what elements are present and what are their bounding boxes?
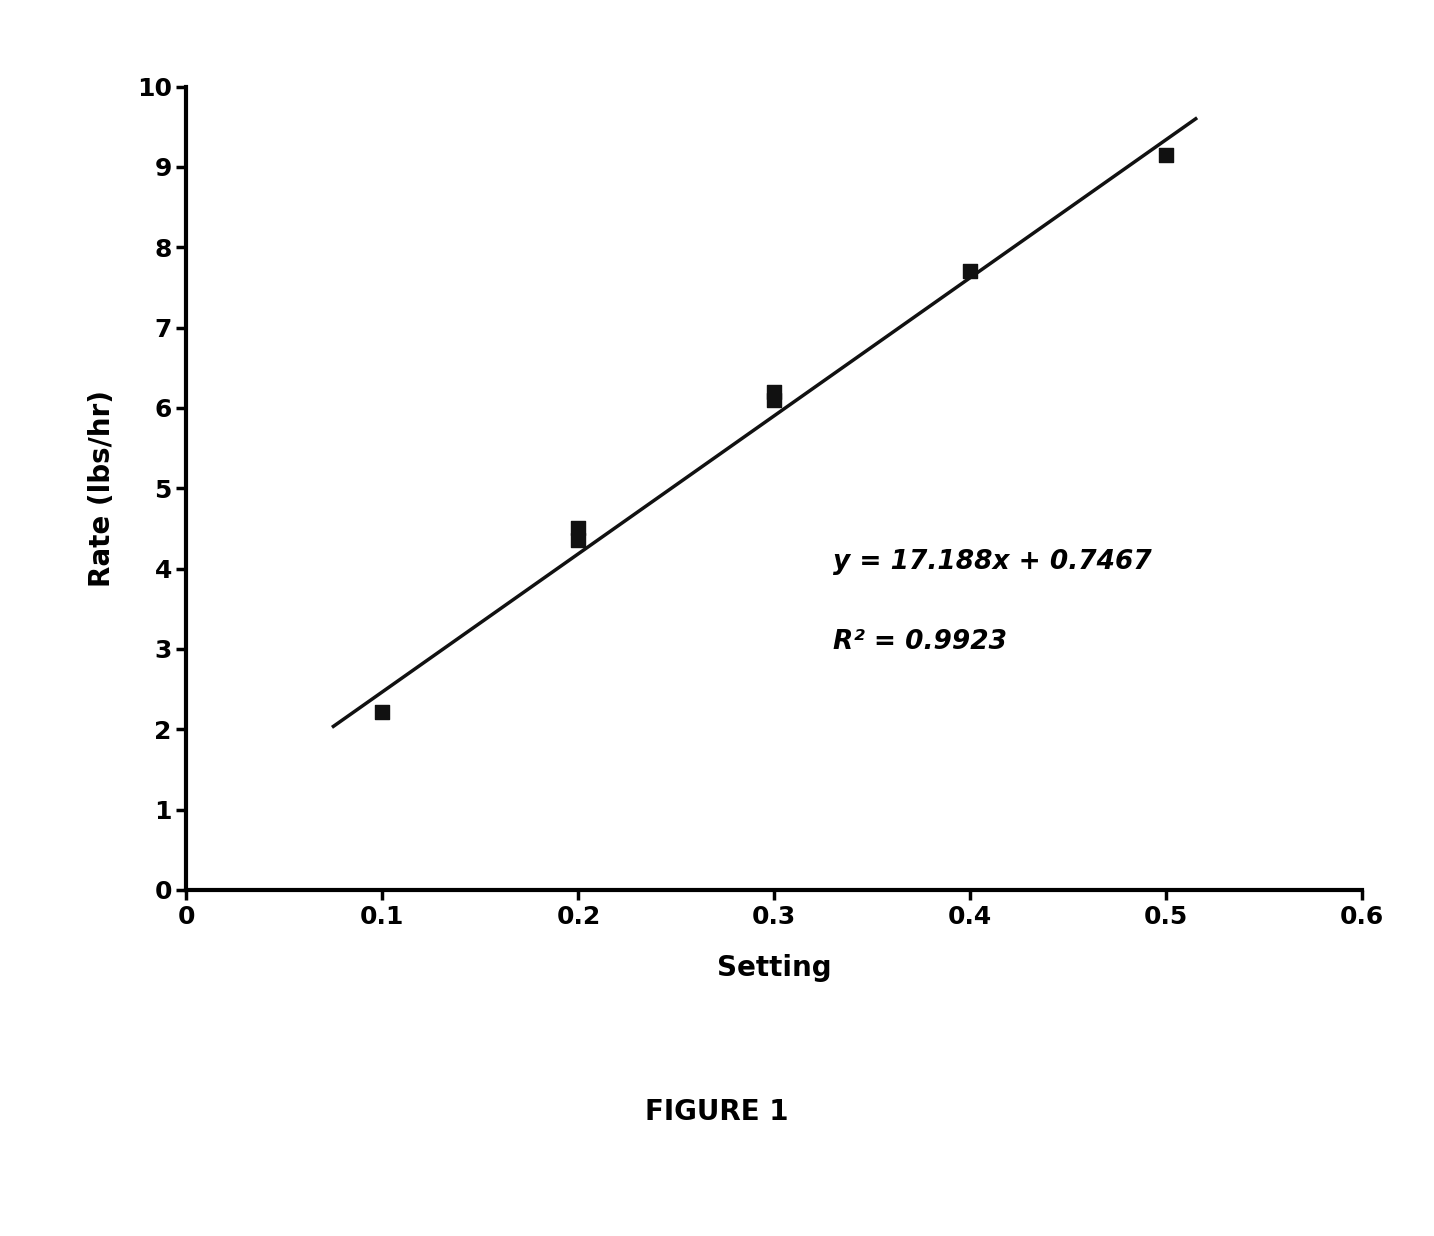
- Point: [763, 382, 786, 402]
- Point: [566, 530, 589, 550]
- Point: [371, 702, 394, 722]
- Point: [1154, 145, 1177, 164]
- Text: y = 17.188x + 0.7467: y = 17.188x + 0.7467: [833, 549, 1152, 575]
- Y-axis label: Rate (lbs/hr): Rate (lbs/hr): [87, 389, 116, 587]
- Point: [763, 391, 786, 410]
- X-axis label: Setting: Setting: [717, 953, 832, 981]
- Point: [566, 518, 589, 538]
- Point: [959, 261, 982, 281]
- Text: R² = 0.9923: R² = 0.9923: [833, 629, 1007, 655]
- Text: FIGURE 1: FIGURE 1: [645, 1099, 789, 1126]
